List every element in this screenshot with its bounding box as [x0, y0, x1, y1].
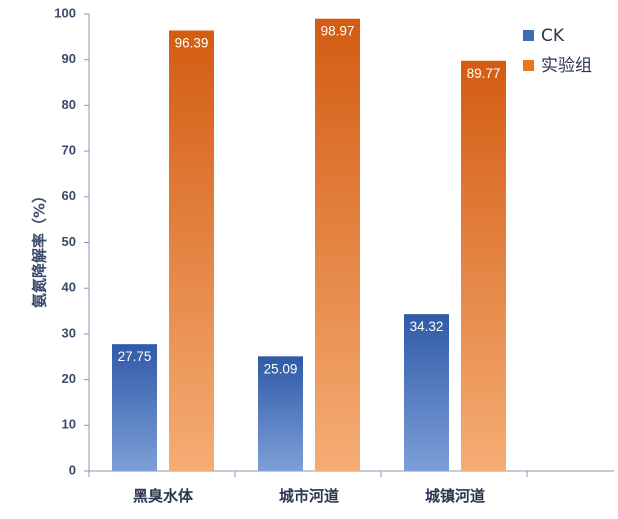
data-labels: 27.75 96.39 25.09 98.97 34.32 89.77	[118, 24, 501, 377]
data-label: 96.39	[175, 35, 209, 50]
bar-ck	[112, 344, 157, 471]
x-category-label: 城镇河道	[425, 487, 485, 505]
x-category-label: 黑臭水体	[133, 487, 194, 505]
y-tick-label: 40	[62, 280, 76, 295]
y-axis-label: 氨氮降解率（%）	[31, 188, 49, 308]
data-label: 27.75	[118, 349, 152, 364]
bars	[112, 18, 506, 472]
y-tick-label: 100	[54, 5, 76, 20]
data-label: 98.97	[321, 24, 355, 39]
data-label: 89.77	[467, 66, 501, 81]
legend-label: CK	[541, 26, 565, 46]
legend-label: 实验组	[541, 56, 592, 76]
data-label: 25.09	[264, 361, 298, 376]
y-tick-label: 20	[62, 371, 76, 386]
bar-experiment	[461, 60, 506, 471]
data-label: 34.32	[410, 319, 444, 334]
bar-experiment	[169, 30, 214, 471]
y-tick-label: 0	[69, 462, 76, 477]
y-tick-label: 10	[62, 417, 76, 432]
y-tick-label: 60	[62, 188, 76, 203]
bar-experiment	[315, 18, 360, 472]
legend: CK 实验组	[523, 26, 592, 76]
y-tick-label: 70	[62, 143, 76, 158]
y-tick-label: 30	[62, 325, 76, 340]
x-category-label: 城市河道	[279, 487, 339, 505]
axes: 0 10 20 30 40 50 60 70 80 90 100 黑臭水体 城市河道 城镇河道	[54, 5, 614, 505]
bar-ck	[404, 314, 449, 471]
y-tick-label: 50	[62, 234, 76, 249]
legend-swatch	[523, 60, 534, 71]
bar-ck	[258, 356, 303, 471]
y-tick-label: 80	[62, 97, 76, 112]
legend-swatch	[523, 30, 534, 41]
y-tick-label: 90	[62, 51, 76, 66]
